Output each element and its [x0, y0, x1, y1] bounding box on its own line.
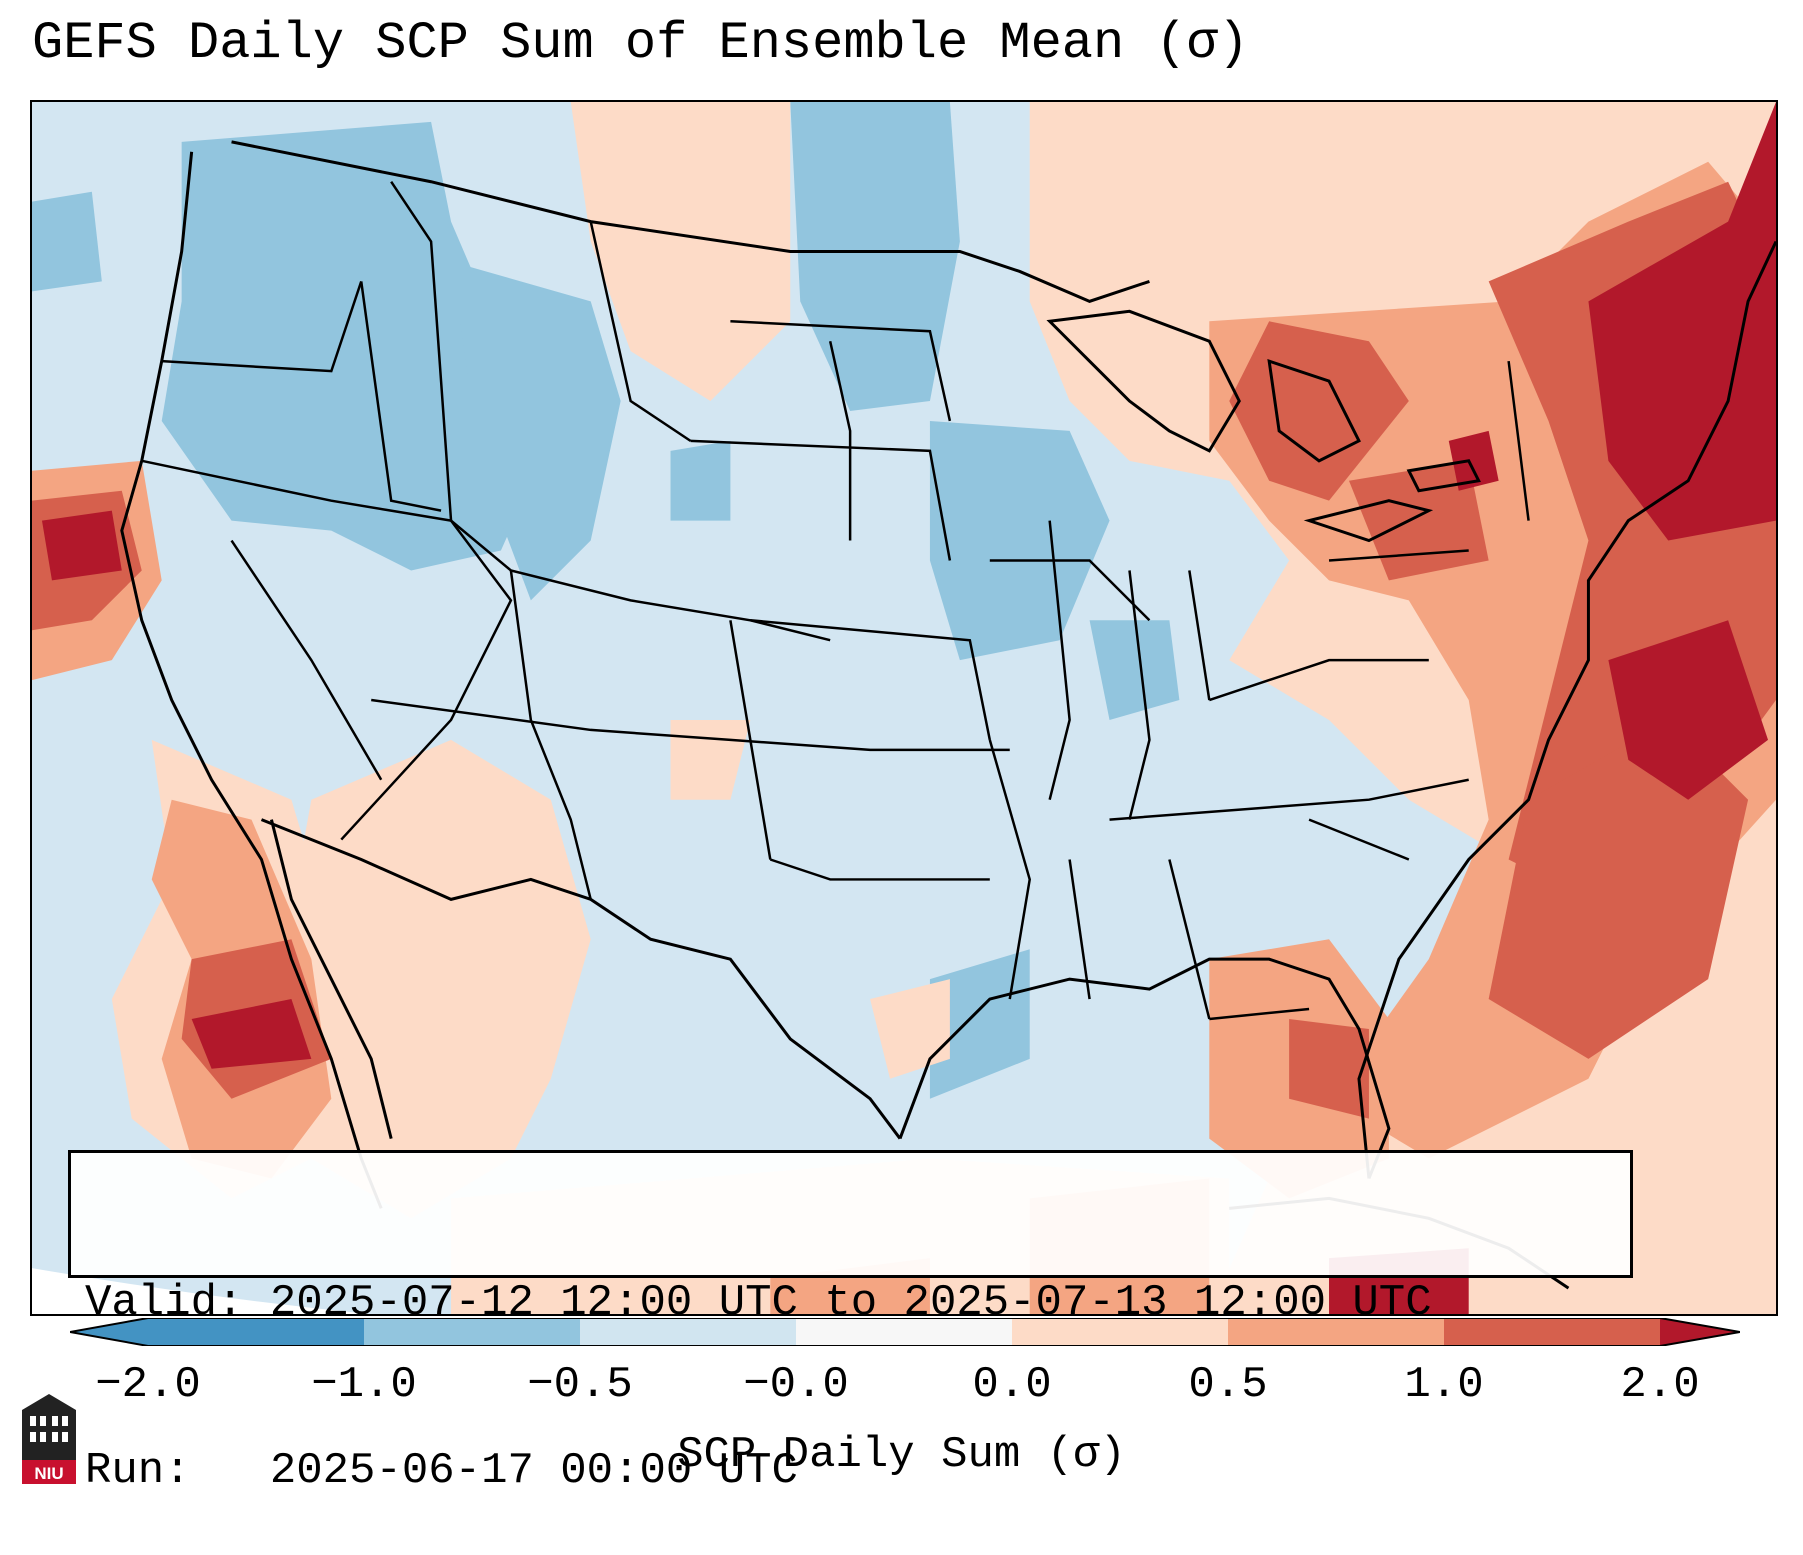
idaho-montana-border [390, 181, 453, 521]
kansas-border [750, 619, 992, 741]
wyoming-negative [670, 440, 731, 521]
atlantic-coastline [1357, 240, 1776, 1179]
alabama-georgia-border [1168, 859, 1211, 1020]
nyc-strongest-positive [1448, 430, 1499, 491]
colorbar-tick-label: 2.0 [1620, 1360, 1700, 1410]
logo-banner [22, 1460, 76, 1484]
norcal-strongest-positive [41, 510, 122, 581]
southwest-light-positive [271, 739, 591, 1219]
colorado-kansas-border [729, 620, 772, 860]
us-canada-border [231, 140, 1150, 303]
offshore-negative [32, 191, 102, 292]
pennsylvania-border [1328, 549, 1469, 562]
colorbar-label: SCP Daily Sum (σ) [677, 1430, 1126, 1480]
colorbar-tick-label: −1.0 [311, 1360, 417, 1410]
california-nevada-border [230, 539, 383, 781]
atlantic-strong-positive [1488, 719, 1749, 1059]
nevada-border [340, 519, 513, 841]
niu-logo: NIU [22, 1394, 76, 1484]
north-dakota-negative [790, 102, 960, 411]
four-corners-line [371, 698, 1010, 752]
upper-midwest-negative [929, 420, 1110, 661]
baja-coastline [269, 819, 393, 1139]
colorbar-extend-low [70, 1318, 148, 1346]
valid-run-info-box: Valid: 2025-07-12 12:00 UTC to 2025-07-1… [68, 1150, 1633, 1496]
colorbar-segment-5 [1012, 1318, 1228, 1346]
colorbar-tick-label: −0.0 [743, 1360, 849, 1410]
oregon-california-border [141, 459, 452, 522]
louisiana-border [988, 739, 1031, 1000]
idaho-border [360, 281, 442, 512]
new-england-border [1507, 360, 1530, 521]
north-south-dakota-border [730, 320, 952, 422]
south-carolina-border [1308, 818, 1410, 861]
colorbar-extend-high [1660, 1318, 1740, 1346]
lake-huron [1267, 358, 1361, 463]
logo-tower [22, 1394, 76, 1460]
northern-rockies-negative [451, 261, 621, 601]
montana-light-positive [570, 102, 791, 402]
lake-erie [1303, 499, 1434, 543]
state-borders [141, 181, 1530, 1021]
chart-title: GEFS Daily SCP Sum of Ensemble Mean (σ) [32, 14, 1249, 73]
dakota-minnesota-border [828, 340, 852, 541]
montana-wyoming-border [589, 221, 692, 442]
atlantic-strongest-positive [1608, 620, 1769, 800]
ohio-border [1188, 570, 1211, 701]
colorbar-segment-1 [148, 1318, 364, 1346]
mississippi-alabama-border [1068, 859, 1091, 1000]
indiana-border [1128, 570, 1151, 820]
lake-ontario [1406, 459, 1481, 493]
colorbar-tick-label: −0.5 [527, 1360, 633, 1410]
map-svg [32, 102, 1776, 1314]
iowa-missouri-border [989, 559, 1151, 622]
colorbar-tick-label: 0.0 [972, 1360, 1052, 1410]
colorbar-segment-6 [1228, 1318, 1444, 1346]
run-time-text: Run: 2025-06-17 00:00 UTC [85, 1446, 798, 1496]
map-panel [30, 100, 1778, 1316]
lake-superior-michigan [1046, 309, 1241, 453]
colorbar-segment-4 [796, 1318, 1012, 1346]
maine-strongest-positive [1588, 102, 1776, 541]
oklahoma-texas-border [769, 858, 990, 881]
kentucky-virginia-border [1208, 658, 1429, 702]
colorbar [70, 1318, 1740, 1346]
colorbar-segment-2 [364, 1318, 580, 1346]
florida-border [1209, 1007, 1310, 1021]
illinois-negative [1089, 620, 1180, 720]
michigan-strong-positive [1229, 321, 1409, 501]
wyoming-colorado-border [450, 519, 831, 642]
us-mexico-border [260, 818, 902, 1140]
utah-arizona-border [509, 570, 592, 900]
baja-strongest-positive [191, 999, 312, 1069]
logo-text: NIU [34, 1464, 63, 1483]
texas-coast-negative [929, 949, 1030, 1099]
colorbar-tick-label: 0.5 [1188, 1360, 1268, 1410]
colorbar-segment-3 [580, 1318, 796, 1346]
gulf-coastline [898, 957, 1391, 1180]
tennessee-border [1109, 778, 1469, 821]
texas-light-positive [870, 979, 950, 1079]
washington-oregon-border [161, 281, 363, 373]
florida-strong-positive [1289, 1018, 1369, 1119]
colorbar-tick-label: −2.0 [95, 1360, 201, 1410]
colorbar-tick-label: 1.0 [1404, 1360, 1484, 1410]
nebraska-border [690, 439, 952, 561]
illinois-border [1048, 520, 1071, 800]
colorbar-segment-7 [1444, 1318, 1660, 1346]
